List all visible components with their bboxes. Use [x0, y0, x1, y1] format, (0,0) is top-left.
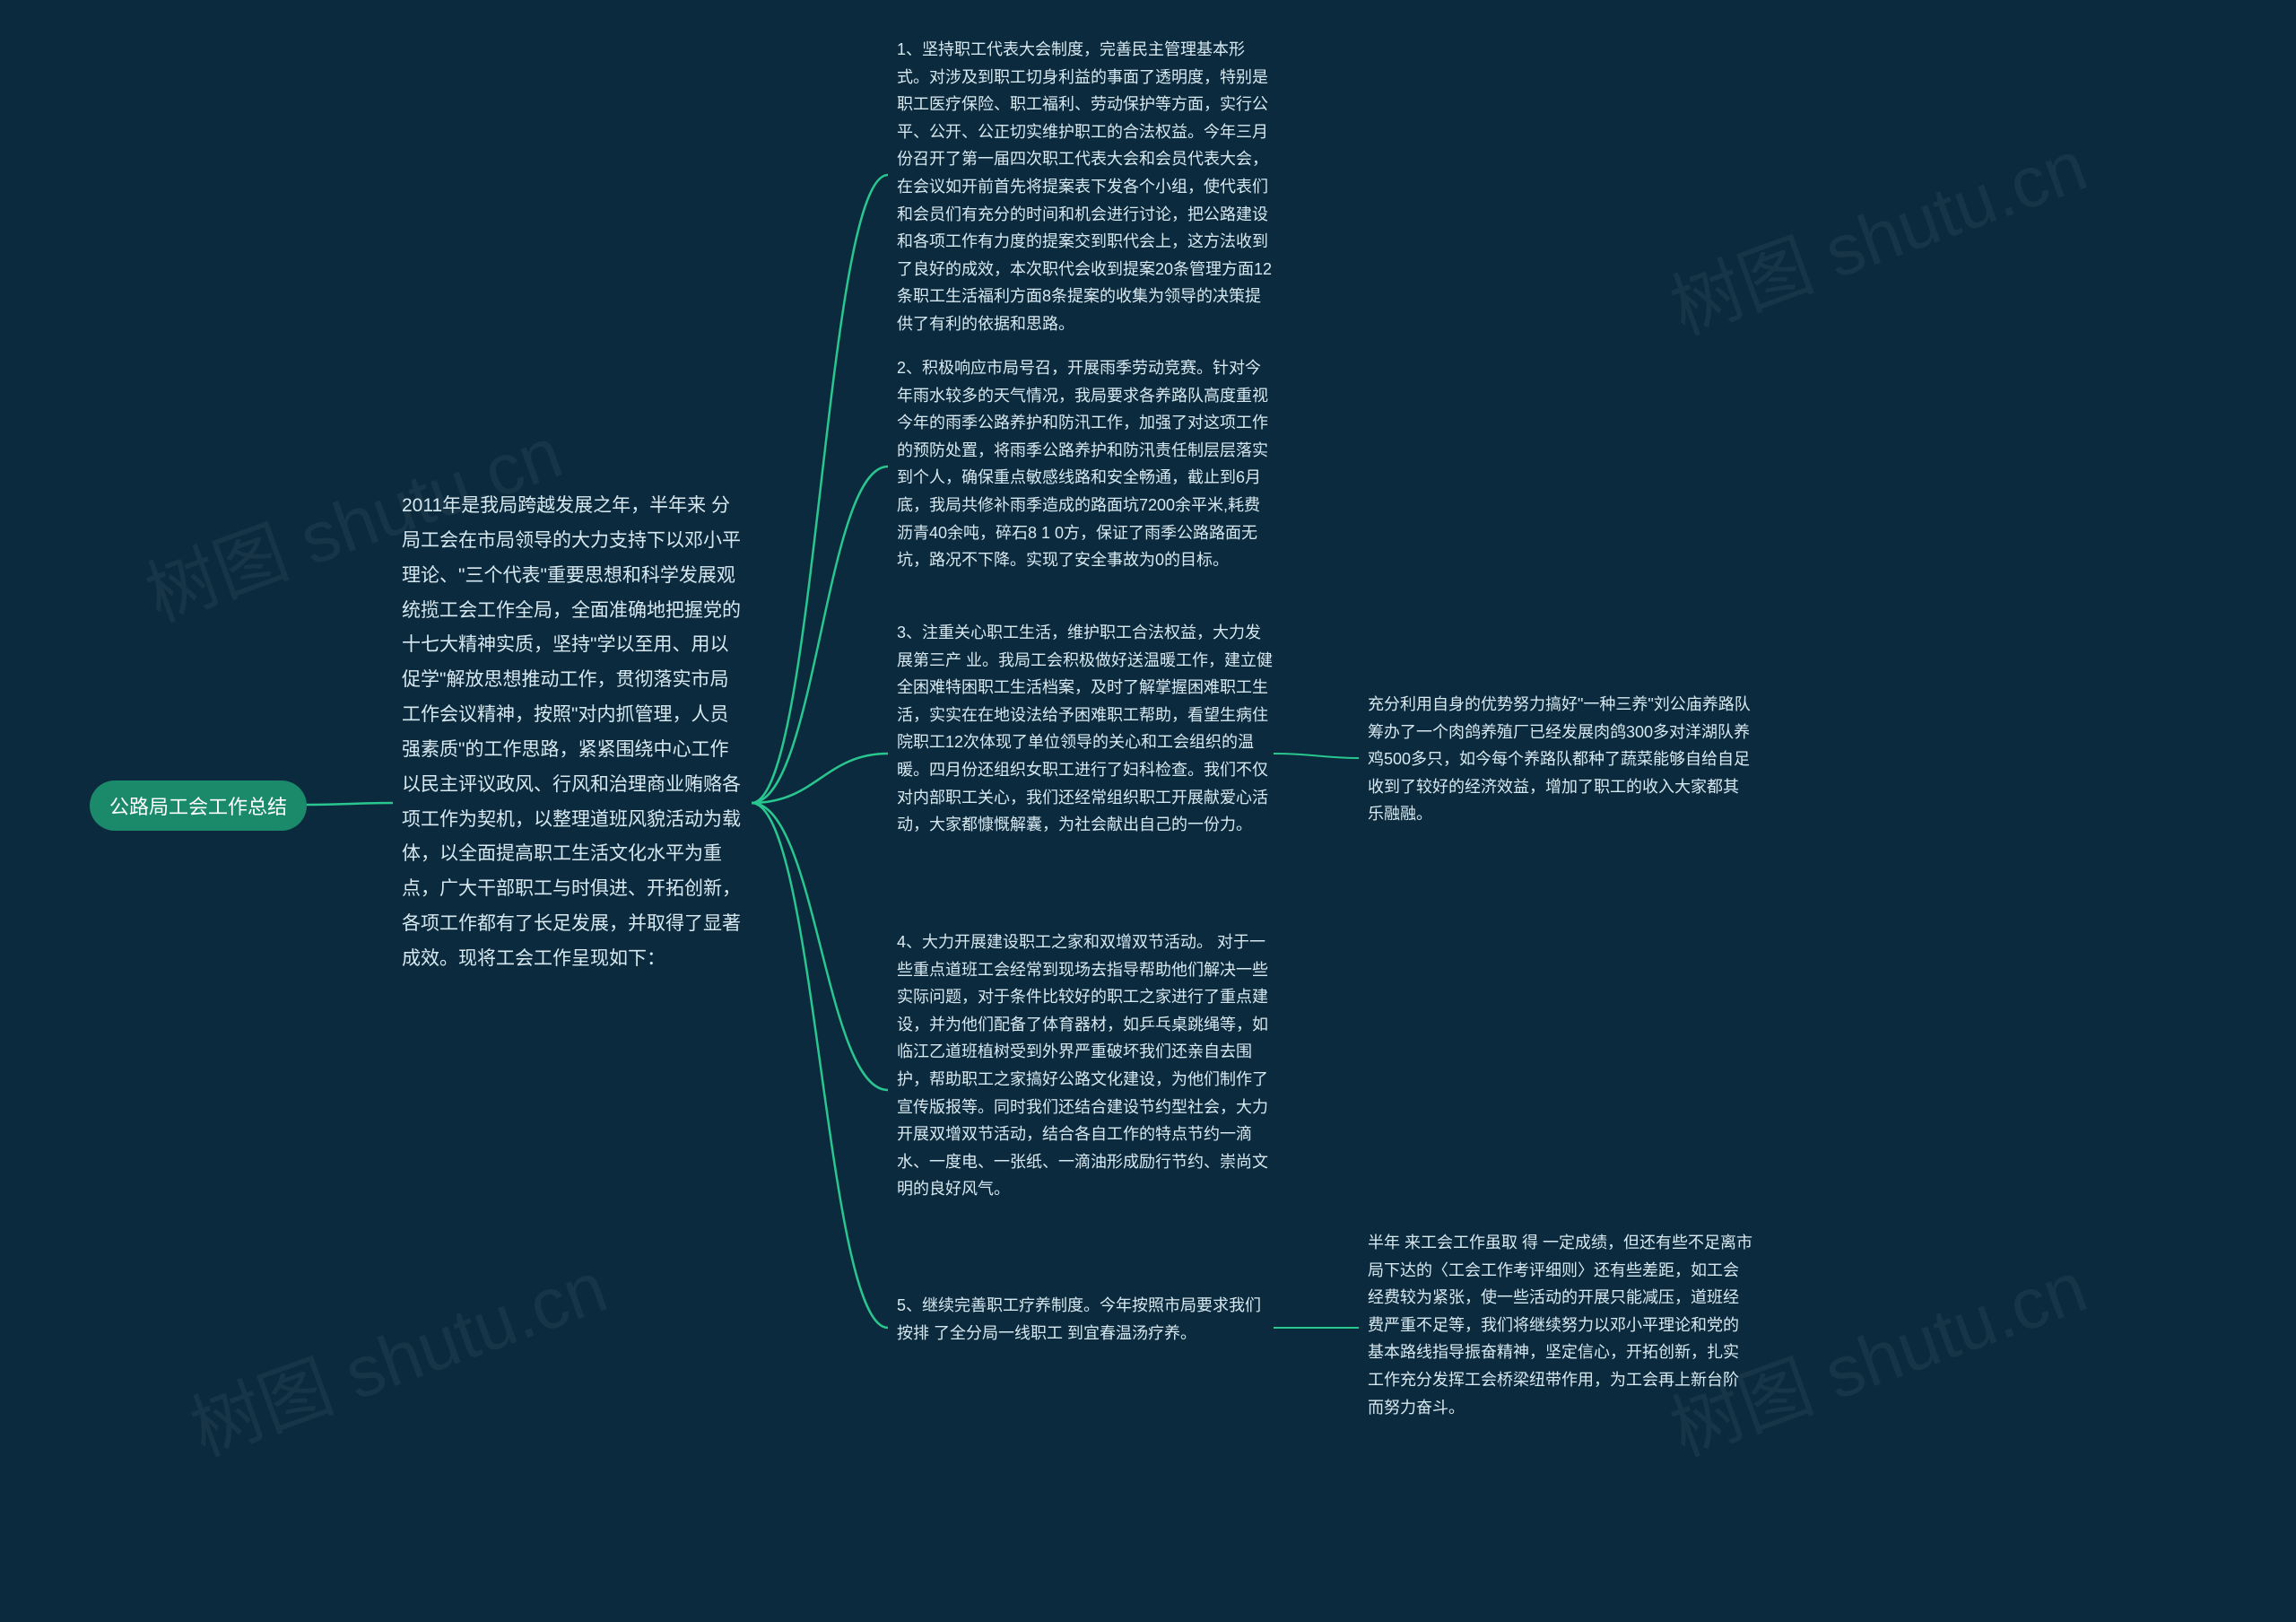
item-node-3[interactable]: 3、注重关心职工生活，维护职工合法权益，大力发展第三产 业。我局工会积极做好送温…: [897, 619, 1274, 839]
item-node-1[interactable]: 1、坚持职工代表大会制度，完善民主管理基本形式。对涉及到职工切身利益的事面了透明…: [897, 36, 1274, 338]
summary-node[interactable]: 2011年是我局跨越发展之年，半年来 分局工会在市局领导的大力支持下以邓小平理论…: [402, 489, 743, 977]
item-text: 4、大力开展建设职工之家和双增双节活动。 对于一些重点道班工会经常到现场去指导帮…: [897, 933, 1268, 1198]
watermark: 树图 shutu.cn: [1655, 109, 2099, 355]
item-node-5-child[interactable]: 半年 来工会工作虽取 得 一定成绩，但还有些不足离市局下达的〈工会工作考评细则〉…: [1368, 1229, 1753, 1421]
summary-text: 2011年是我局跨越发展之年，半年来 分局工会在市局领导的大力支持下以邓小平理论…: [402, 495, 741, 969]
item-text: 2、积极响应市局号召，开展雨季劳动竞赛。针对今年雨水较多的天气情况，我局要求各养…: [897, 359, 1268, 569]
item-text: 5、继续完善职工疗养制度。今年按照市局要求我们按排 了全分局一线职工 到宜春温汤…: [897, 1296, 1261, 1342]
root-label: 公路局工会工作总结: [109, 796, 287, 818]
item-child-text: 半年 来工会工作虽取 得 一定成绩，但还有些不足离市局下达的〈工会工作考评细则〉…: [1368, 1234, 1752, 1417]
item-node-2[interactable]: 2、积极响应市局号召，开展雨季劳动竞赛。针对今年雨水较多的天气情况，我局要求各养…: [897, 354, 1274, 574]
item-node-4[interactable]: 4、大力开展建设职工之家和双增双节活动。 对于一些重点道班工会经常到现场去指导帮…: [897, 929, 1274, 1203]
root-node[interactable]: 公路局工会工作总结: [90, 780, 307, 831]
item-node-3-child[interactable]: 充分利用自身的优势努力搞好"一种三养"刘公庙养路队筹办了一个肉鸽养殖厂已经发展肉…: [1368, 691, 1753, 828]
item-text: 3、注重关心职工生活，维护职工合法权益，大力发展第三产 业。我局工会积极做好送温…: [897, 624, 1273, 833]
item-text: 1、坚持职工代表大会制度，完善民主管理基本形式。对涉及到职工切身利益的事面了透明…: [897, 40, 1272, 333]
item-child-text: 充分利用自身的优势努力搞好"一种三养"刘公庙养路队筹办了一个肉鸽养殖厂已经发展肉…: [1368, 695, 1751, 823]
item-node-5[interactable]: 5、继续完善职工疗养制度。今年按照市局要求我们按排 了全分局一线职工 到宜春温汤…: [897, 1292, 1274, 1347]
watermark: 树图 shutu.cn: [175, 1230, 619, 1477]
